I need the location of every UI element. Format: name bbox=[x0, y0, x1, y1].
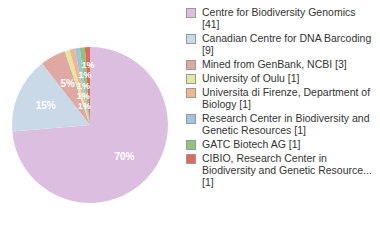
svg-text:5%: 5% bbox=[60, 78, 75, 89]
svg-text:1%: 1% bbox=[82, 60, 95, 70]
html-text:Research Center in Biodiversit: Research Center in Biodiversity and Gene… bbox=[202, 112, 370, 136]
html-text:Universita di Firenze, Departm: Universita di Firenze, Department of Bio… bbox=[202, 86, 371, 110]
svg-text:70%: 70% bbox=[114, 151, 134, 162]
html-text:University of Oulu [1]: University of Oulu [1] bbox=[202, 72, 300, 84]
svg-text:1%: 1% bbox=[78, 101, 91, 111]
html-text:Centre for Biodiversity Genomi: Centre for Biodiversity Genomics [41] bbox=[202, 6, 356, 30]
svg-text:1%: 1% bbox=[77, 81, 90, 91]
svg-text:1%: 1% bbox=[79, 70, 92, 80]
html-text:GATC Biotech AG [1]: GATC Biotech AG [1] bbox=[202, 138, 301, 150]
html-text:Canadian Centre for DNA Barcod: Canadian Centre for DNA Barcoding [9] bbox=[202, 32, 372, 56]
html-text:Mined from GenBank, NCBI [3]: Mined from GenBank, NCBI [3] bbox=[202, 58, 347, 70]
svg-text:1%: 1% bbox=[77, 91, 90, 101]
html-text:CIBIO, Research Center in Biod: CIBIO, Research Center in Biodiversity a… bbox=[202, 152, 372, 188]
svg-text:15%: 15% bbox=[36, 100, 56, 111]
